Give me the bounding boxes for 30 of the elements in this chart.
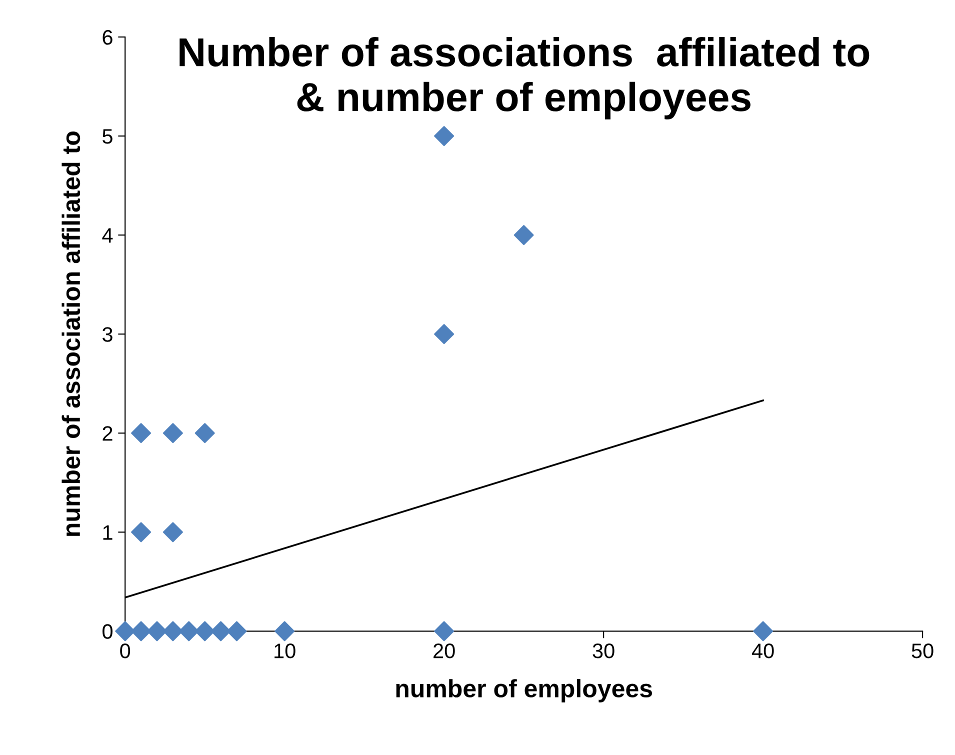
x-axis-title: number of employees [396, 679, 652, 702]
x-tick-label: 40 [752, 644, 774, 658]
point [226, 621, 247, 642]
y-tick-label: 0 [102, 624, 112, 639]
point [194, 621, 215, 642]
point [514, 225, 534, 246]
text: Number of associations affiliated to & number of employees [180, 36, 870, 120]
point [434, 126, 454, 146]
y-tick-label: 4 [102, 228, 113, 243]
point [131, 522, 152, 542]
point [753, 621, 774, 642]
point [274, 621, 295, 642]
point [434, 621, 454, 642]
y-axis-title: number of association affiliated to [62, 132, 80, 536]
point [210, 621, 231, 642]
point [194, 423, 215, 444]
x-tick-label: 20 [434, 644, 455, 658]
x-tick-label: 10 [274, 644, 296, 658]
x-tick-label: 50 [912, 644, 934, 658]
y-tick-label: 2 [102, 426, 112, 441]
x-tick-label: 0 [120, 644, 130, 658]
y-tick-label: 5 [102, 129, 112, 144]
y-tick-label: 3 [102, 327, 112, 342]
point [434, 324, 454, 344]
point [131, 423, 152, 444]
y-tick-label: 1 [103, 525, 112, 540]
x-tick-label: 30 [592, 644, 614, 658]
point [162, 423, 183, 444]
y-tick-label: 6 [102, 30, 112, 45]
point [162, 522, 183, 542]
